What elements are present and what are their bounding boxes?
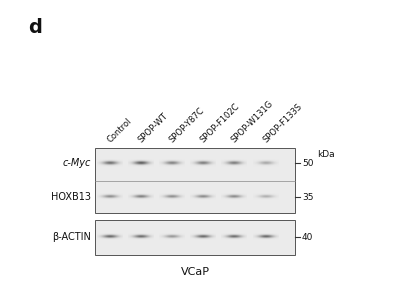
Text: SPOP-Y87C: SPOP-Y87C	[168, 105, 206, 144]
Text: kDa: kDa	[317, 150, 335, 159]
Text: HOXB13: HOXB13	[51, 192, 91, 202]
Text: VCaP: VCaP	[180, 267, 210, 277]
Text: c-Myc: c-Myc	[63, 158, 91, 168]
Text: β-ACTIN: β-ACTIN	[52, 232, 91, 242]
Text: 35: 35	[302, 192, 314, 201]
Text: SPOP-F102C: SPOP-F102C	[199, 101, 242, 144]
Text: 50: 50	[302, 158, 314, 168]
Text: Control: Control	[106, 116, 134, 144]
Text: SPOP-W131G: SPOP-W131G	[230, 98, 275, 144]
Text: d: d	[28, 18, 42, 37]
Text: SPOP-WT: SPOP-WT	[137, 111, 170, 144]
Text: SPOP-F133S: SPOP-F133S	[262, 102, 304, 144]
Bar	[95, 148, 295, 213]
Bar	[95, 220, 295, 255]
Text: 40: 40	[302, 232, 313, 241]
